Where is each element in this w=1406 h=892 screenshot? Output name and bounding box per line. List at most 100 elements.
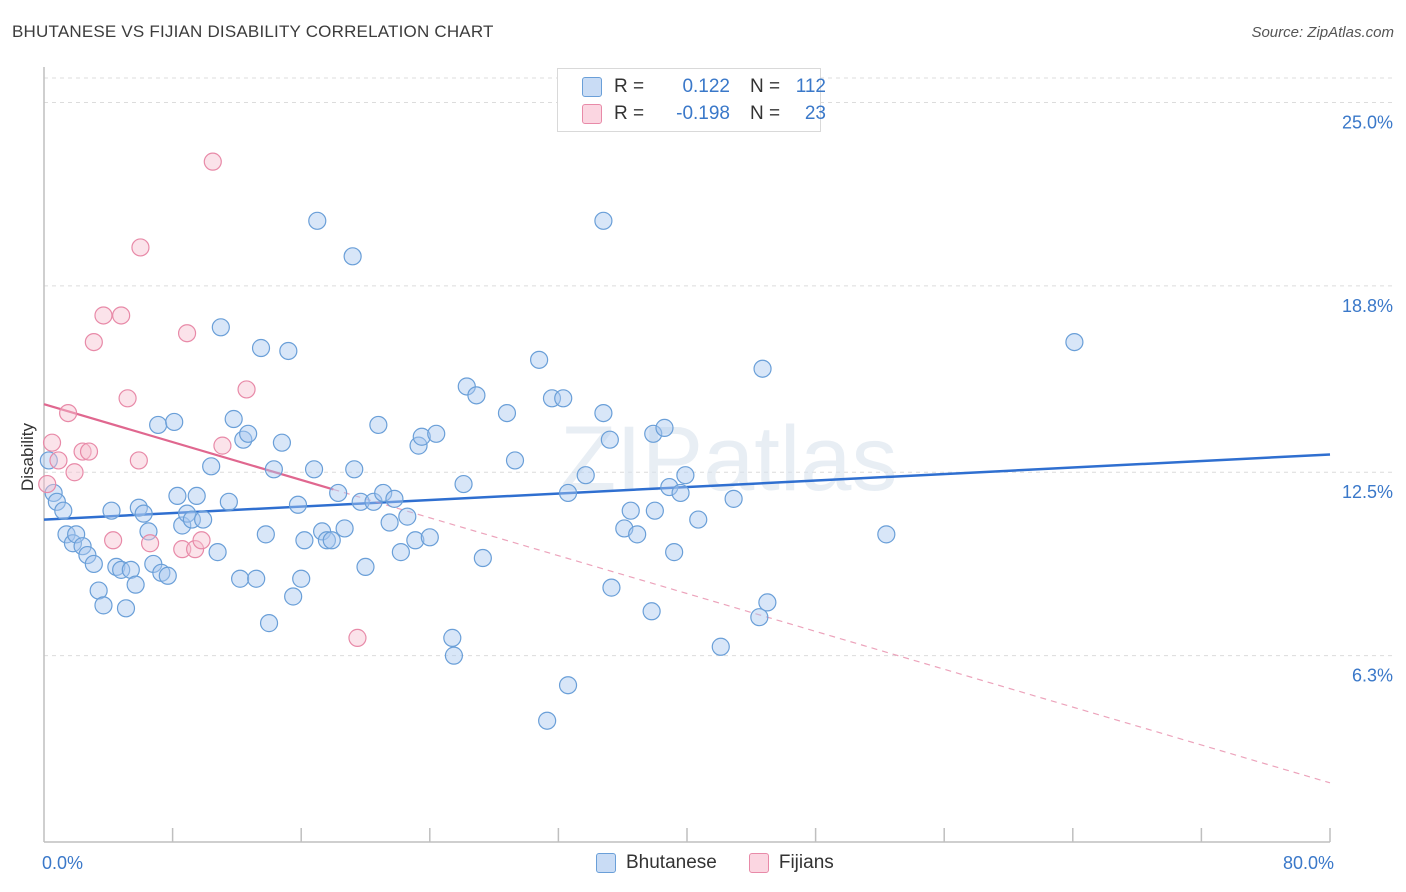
bhutanese-point <box>284 587 303 606</box>
bhutanese-point <box>356 557 375 577</box>
tick-labels: 6.3% 12.5% 18.8% 25.0% 0.0% 80.0% <box>42 112 1393 873</box>
fijians-point <box>140 534 160 553</box>
fijians-point <box>203 152 222 171</box>
bhutanese-point <box>168 486 187 506</box>
bhutanese-point <box>329 483 348 503</box>
bhutanese-point <box>259 614 279 633</box>
bhutanese-point <box>758 593 777 612</box>
bhutanese-point <box>187 486 206 506</box>
bhutanese-point <box>753 359 772 378</box>
bhutanese-point <box>391 543 410 562</box>
bhutanese-point <box>621 501 640 520</box>
legend-row-bhutanese: R = 0.122 N = 112 <box>582 75 826 99</box>
bhutanese-point <box>660 477 679 497</box>
bhutanese-point <box>219 492 238 511</box>
bhutanese-point <box>473 548 492 568</box>
bhutanese-point <box>1065 332 1084 352</box>
bhutanese-point <box>671 483 690 503</box>
bhutanese-point <box>427 424 446 443</box>
fijians-point <box>65 463 84 482</box>
bhutanese-point <box>594 211 613 230</box>
bhutanese-swatch <box>596 853 616 873</box>
bhutanese-point <box>134 504 153 523</box>
bhutanese-point <box>335 519 354 538</box>
r-value: -0.198 <box>676 103 730 124</box>
fijians-point <box>118 389 137 408</box>
r-label: R = <box>614 76 645 97</box>
bhutanese-point <box>78 545 97 565</box>
fijians-point <box>79 442 99 461</box>
fijians-point <box>192 531 211 550</box>
bhutanese-point <box>308 211 327 230</box>
fijians-point <box>112 306 131 325</box>
bhutanese-point <box>317 531 337 550</box>
bhutanese-point <box>380 513 399 532</box>
bhutanese-point <box>73 537 92 556</box>
bhutanese-point <box>345 460 364 479</box>
fijians-trend-extension <box>333 488 1331 784</box>
bhutanese-point <box>645 501 664 520</box>
n-label: N = <box>750 103 781 124</box>
bhutanese-point <box>420 528 439 547</box>
bhutanese-point <box>173 516 192 535</box>
bhutanese-point <box>398 507 417 526</box>
fijians-point <box>213 436 232 455</box>
legend-item-bhutanese[interactable]: Bhutanese <box>596 852 717 874</box>
bhutanese-point <box>211 318 230 337</box>
bhutanese-point <box>467 386 486 405</box>
bhutanese-point <box>343 247 362 266</box>
bhutanese-point <box>711 637 730 656</box>
fijians-swatch <box>582 104 602 124</box>
r-label: R = <box>614 103 645 124</box>
bhutanese-point <box>126 575 145 594</box>
correlation-legend: R = 0.122 N = 112 R = -0.198 N = 23 <box>557 68 826 132</box>
y-tick-label: 12.5% <box>1342 482 1393 502</box>
bhutanese-point <box>54 501 73 520</box>
fijians-swatch <box>748 853 769 873</box>
n-label: N = <box>750 76 781 97</box>
bhutanese-point <box>158 566 177 585</box>
fijians-point <box>186 540 205 559</box>
bhutanese-point <box>177 504 197 523</box>
source-label: Source: ZipAtlas.com <box>1251 24 1394 41</box>
bhutanese-point <box>256 525 275 544</box>
bhutanese-point <box>272 433 292 452</box>
bhutanese-point <box>102 501 121 520</box>
y-tick-label: 6.3% <box>1352 666 1393 686</box>
legend-item-fijians[interactable]: Fijians <box>748 852 834 874</box>
bhutanese-point <box>497 403 517 423</box>
bhutanese-point <box>374 483 393 503</box>
axes <box>43 67 1331 843</box>
bhutanese-point <box>264 460 283 479</box>
y-axis-label: Disability <box>18 422 37 491</box>
bhutanese-point <box>351 492 370 511</box>
r-value: 0.122 <box>682 76 730 97</box>
data-points <box>38 152 1084 730</box>
bhutanese-point <box>39 451 58 470</box>
bhutanese-point <box>231 569 250 588</box>
bhutanese-point <box>412 427 431 446</box>
bhutanese-point <box>107 557 126 577</box>
bhutanese-point <box>724 489 743 508</box>
fijians-point <box>84 332 103 352</box>
bhutanese-point <box>576 466 595 485</box>
bhutanese-point <box>877 525 896 544</box>
bhutanese-point <box>202 457 221 476</box>
bhutanese-point <box>279 341 298 361</box>
bhutanese-point <box>628 525 647 544</box>
fijians-point <box>49 451 68 470</box>
bhutanese-point <box>642 602 661 621</box>
fijians-point <box>131 238 150 257</box>
bhutanese-point <box>288 495 308 514</box>
y-tick-label: 25.0% <box>1342 112 1393 132</box>
bhutanese-point <box>443 628 462 647</box>
bhutanese-point <box>644 424 663 443</box>
bhutanese-point <box>194 510 213 529</box>
fijians-point <box>94 306 113 325</box>
bhutanese-point <box>322 531 341 550</box>
legend-label: Fijians <box>778 852 834 873</box>
legend-label: Bhutanese <box>626 852 717 873</box>
bhutanese-point <box>750 608 769 627</box>
bhutanese-point <box>676 466 695 485</box>
